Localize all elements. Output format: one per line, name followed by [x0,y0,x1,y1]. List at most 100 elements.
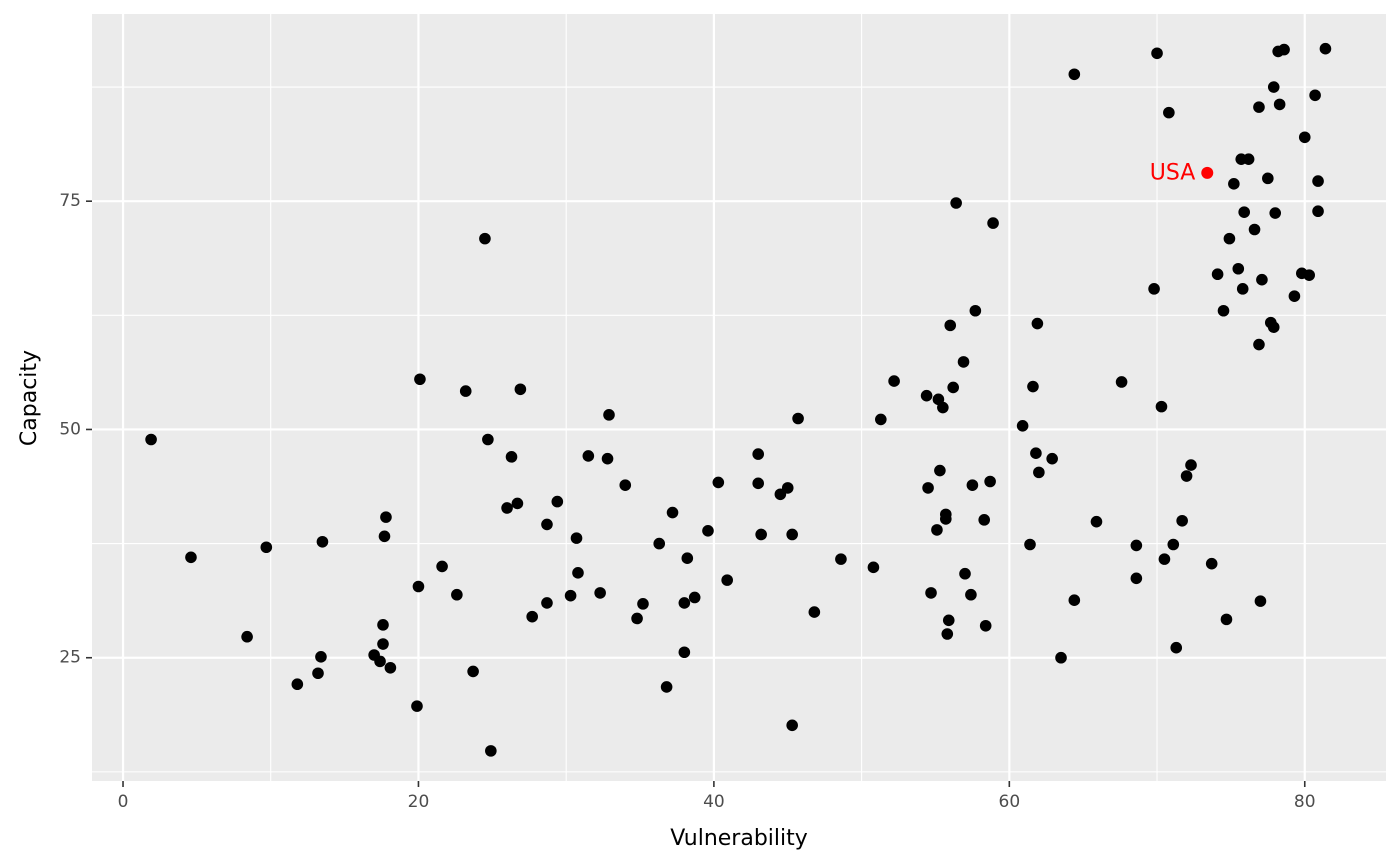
x-tick-label: 20 [408,792,430,812]
data-point [786,528,798,541]
data-point [467,665,479,678]
data-point [942,614,955,627]
data-point [925,587,937,599]
data-point [1236,283,1249,295]
data-point [1220,613,1233,626]
data-point [378,530,391,543]
data-point [316,535,329,548]
major-gridlines [92,14,1386,781]
data-point [436,560,448,573]
data-point [1090,515,1103,528]
highlight-point [1201,166,1214,179]
data-point [631,612,643,625]
data-point [1303,269,1315,281]
data-point [374,655,386,668]
highlight-layer: USA [1150,160,1214,185]
data-point [377,638,389,650]
minor-gridlines [92,14,1386,781]
data-point [678,597,691,609]
data-point [1158,553,1171,565]
data-point [1180,470,1193,482]
data-point [291,678,304,691]
data-point [485,745,497,757]
data-point [1205,557,1218,570]
y-axis-title: Capacity [17,350,42,446]
data-point [752,477,765,490]
data-point [551,495,564,508]
data-point [969,304,982,317]
data-point [979,619,992,632]
data-point [934,464,946,477]
data-point [1068,594,1081,607]
data-point [1115,376,1128,388]
data-point [957,356,970,368]
data-point [411,700,423,712]
data-point [526,610,538,623]
data-point [459,385,472,397]
data-point [312,667,324,680]
data-point [947,381,959,394]
data-point [681,552,694,565]
x-tick-label: 80 [1294,792,1316,812]
data-point [978,514,991,526]
data-point [1151,47,1163,60]
data-point [1309,89,1321,102]
data-point [888,375,900,387]
data-point [678,646,691,659]
x-tick-label: 40 [703,792,725,812]
data-point [315,651,327,663]
data-point [941,628,954,640]
data-point [1170,641,1183,654]
data-point [1312,205,1324,218]
data-point [1298,131,1311,144]
data-point [1217,304,1230,317]
data-point [145,433,157,446]
data-point [1267,321,1280,333]
data-point [380,511,392,523]
data-point [412,580,425,593]
data-point [931,524,943,536]
x-tick-label: 0 [118,792,129,812]
data-point [944,319,957,332]
data-point [1223,232,1236,245]
data-point [1262,172,1274,185]
data-point [965,588,977,601]
data-point [660,681,673,693]
data-point [702,525,714,537]
data-point [384,661,397,674]
data-point [786,719,798,732]
data-point [755,528,767,541]
data-point [1176,514,1188,527]
data-point [1148,283,1160,295]
data-point [959,567,971,580]
data-point [1024,538,1036,551]
data-point [1312,175,1324,187]
data-point [1046,452,1058,465]
data-point [1254,595,1267,607]
data-point [987,217,999,229]
data-point [377,619,389,631]
data-point [505,451,518,463]
data-point [1253,338,1265,351]
data-point [479,232,491,245]
data-point [1232,262,1245,275]
data-point [1030,447,1042,459]
data-point [1238,206,1250,218]
x-tick-label: 60 [999,792,1021,812]
y-tick-label: 75 [59,191,81,211]
data-point [1211,268,1224,281]
data-point [1248,223,1261,236]
data-point [808,606,821,618]
data-point [541,597,553,609]
data-point [653,537,666,550]
data-point [666,506,679,519]
data-point [1167,538,1180,551]
data-point [1273,98,1286,111]
data-point [541,518,553,531]
data-point [414,373,426,386]
data-point [875,413,887,426]
data-point [511,497,524,510]
panel-background [92,14,1386,781]
data-point [966,479,979,491]
